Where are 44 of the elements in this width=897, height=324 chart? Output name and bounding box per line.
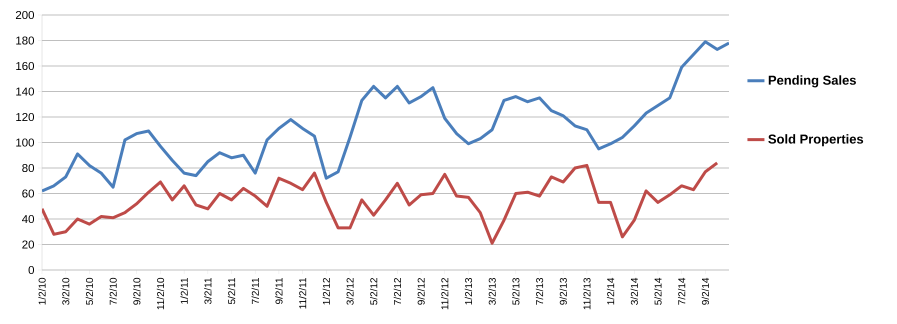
x-tick-label: 9/2/11 <box>275 278 283 304</box>
x-tick-label: 9/2/13 <box>560 278 567 305</box>
legend-label: Pending Sales <box>768 75 856 88</box>
legend-label: Sold Properties <box>768 134 864 146</box>
x-tick-label: 5/2/12 <box>370 278 378 305</box>
x-tick-label: 11/2/12 <box>441 278 448 310</box>
x-tick-label: 3/2/12 <box>346 278 354 305</box>
x-tick-label: 1/2/10 <box>38 278 46 304</box>
y-tick-label: 160 <box>16 62 34 70</box>
line-series <box>42 40 730 192</box>
x-tick-label: 3/2/10 <box>62 278 70 305</box>
x-tick-label: 9/2/12 <box>417 278 425 305</box>
y-tick-label: 80 <box>22 164 34 172</box>
y-tick-label: 120 <box>16 112 34 122</box>
x-tick-label: 1/2/11 <box>180 278 188 304</box>
x-tick-label: 11/2/13 <box>583 278 591 310</box>
x-tick-label: 3/2/11 <box>204 278 212 304</box>
x-tick-label: 11/2/11 <box>298 278 306 309</box>
x-tick-label: 1/2/14 <box>606 278 614 304</box>
x-tick-label: 5/2/14 <box>654 278 662 305</box>
x-tick-label: 1/2/13 <box>464 278 472 304</box>
y-tick-label: 60 <box>22 189 34 198</box>
x-tick-label: 9/2/14 <box>702 278 709 305</box>
y-tick-label: 100 <box>16 138 34 147</box>
x-tick-label: 1/2/12 <box>322 278 330 304</box>
y-tick-label: 180 <box>16 36 34 45</box>
x-tick-label: 3/2/14 <box>630 278 638 305</box>
x-tick-label: 5/2/10 <box>86 278 94 305</box>
line-series <box>42 161 719 245</box>
x-tick-label: 7/2/13 <box>536 278 544 305</box>
y-tick-label: 140 <box>16 87 34 96</box>
y-tick-label: 20 <box>22 240 34 249</box>
x-tick-label: 7/2/10 <box>109 278 117 305</box>
x-tick-label: 7/2/11 <box>252 278 259 304</box>
y-tick-label: 40 <box>22 214 34 224</box>
y-tick-label: 0 <box>28 266 34 274</box>
x-tick-label: 9/2/10 <box>133 278 140 305</box>
x-tick-label: 11/2/10 <box>156 278 164 310</box>
x-tick-label: 3/2/13 <box>488 278 496 305</box>
x-tick-label: 7/2/14 <box>678 278 686 305</box>
x-tick-label: 7/2/12 <box>394 278 402 305</box>
y-tick-label: 200 <box>16 10 34 20</box>
x-tick-label: 5/2/13 <box>512 278 520 305</box>
x-tick-label: 5/2/11 <box>228 278 236 304</box>
